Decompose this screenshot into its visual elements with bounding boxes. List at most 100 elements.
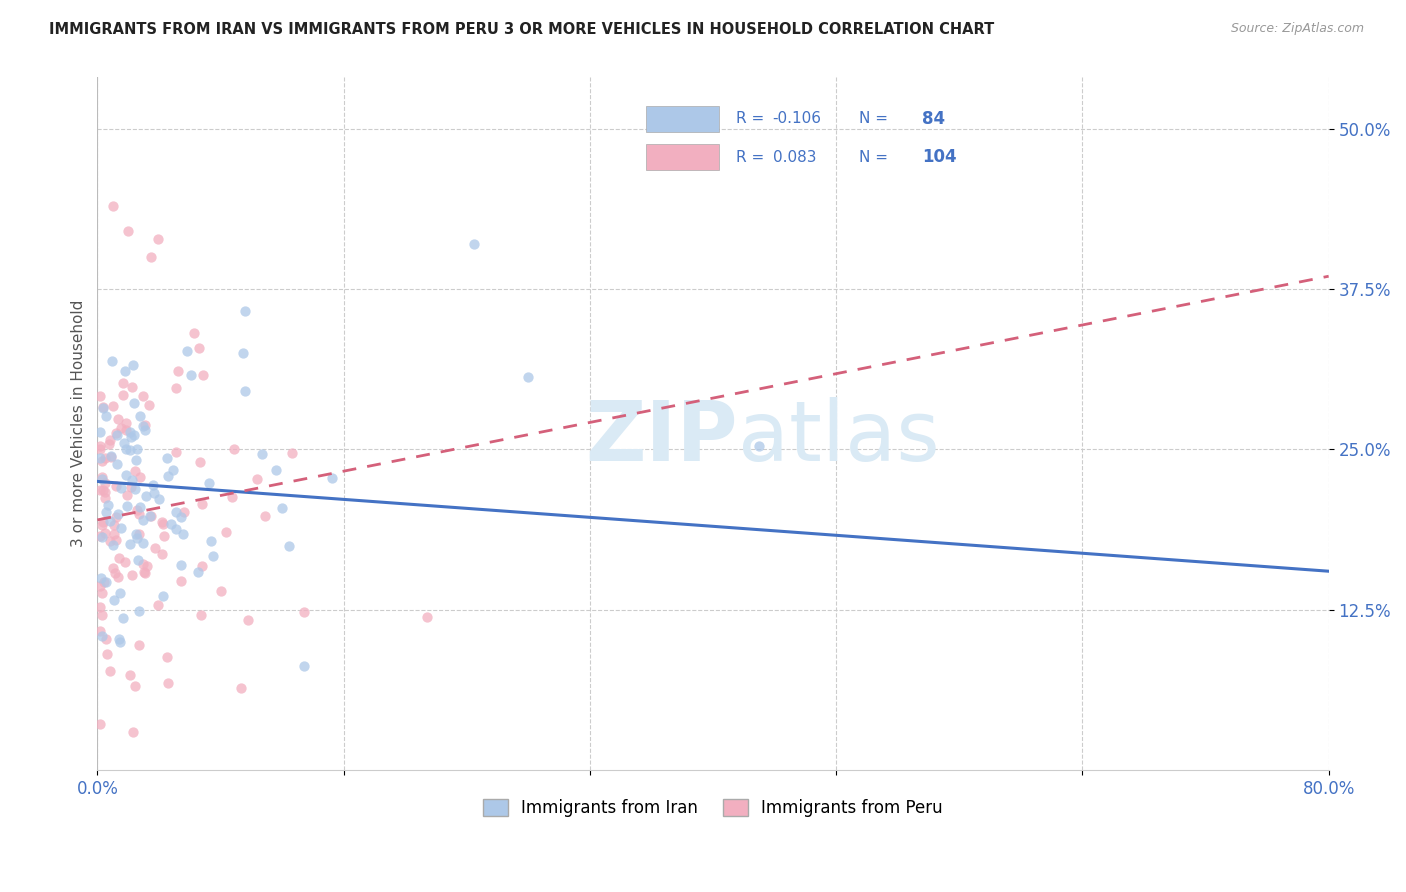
Point bbox=[159, 516, 181, 531]
Point bbox=[128, 638, 150, 652]
Point bbox=[97, 498, 120, 512]
Point bbox=[124, 526, 146, 541]
Text: Source: ZipAtlas.com: Source: ZipAtlas.com bbox=[1230, 22, 1364, 36]
Point bbox=[176, 344, 198, 359]
Point bbox=[138, 508, 160, 523]
Point bbox=[120, 425, 142, 440]
Point bbox=[170, 509, 193, 524]
Point bbox=[122, 724, 145, 739]
Point bbox=[271, 501, 294, 516]
Point bbox=[108, 632, 131, 646]
Point bbox=[121, 473, 143, 487]
Point bbox=[122, 358, 145, 372]
Point bbox=[115, 416, 138, 430]
Point bbox=[104, 510, 127, 524]
Point bbox=[138, 398, 160, 412]
Point bbox=[112, 611, 135, 625]
Point bbox=[98, 434, 121, 448]
Point bbox=[232, 346, 254, 360]
Point bbox=[127, 531, 149, 545]
Point bbox=[103, 538, 125, 552]
Point bbox=[173, 506, 195, 520]
Point bbox=[132, 513, 155, 527]
Point bbox=[292, 659, 315, 673]
Point bbox=[166, 504, 188, 518]
Point bbox=[107, 508, 129, 522]
Point bbox=[132, 557, 155, 571]
Point bbox=[96, 505, 118, 519]
Point bbox=[105, 458, 128, 472]
Point bbox=[94, 450, 117, 465]
Point bbox=[121, 568, 143, 582]
Point bbox=[120, 537, 142, 551]
Point bbox=[152, 516, 174, 531]
Point bbox=[150, 548, 173, 562]
Point bbox=[120, 430, 142, 444]
Point bbox=[277, 539, 299, 553]
Point bbox=[89, 483, 111, 497]
Point bbox=[180, 368, 202, 382]
Point bbox=[107, 551, 129, 566]
Point bbox=[89, 439, 111, 453]
Point bbox=[111, 387, 134, 401]
Point bbox=[132, 419, 155, 434]
Point bbox=[100, 450, 122, 464]
Point bbox=[110, 421, 132, 435]
Point bbox=[134, 566, 156, 580]
Point bbox=[224, 442, 246, 456]
Point bbox=[93, 475, 115, 490]
Text: ZIP: ZIP bbox=[585, 397, 738, 478]
Point bbox=[114, 555, 136, 569]
Point bbox=[200, 533, 222, 548]
Point bbox=[129, 409, 152, 424]
Point bbox=[190, 559, 212, 574]
Point bbox=[129, 470, 152, 484]
Point bbox=[89, 624, 111, 639]
Point bbox=[104, 479, 127, 493]
Point bbox=[101, 199, 124, 213]
Point bbox=[209, 583, 232, 598]
Point bbox=[193, 368, 215, 383]
Point bbox=[165, 523, 187, 537]
Point bbox=[215, 525, 238, 540]
Point bbox=[89, 425, 111, 439]
Point bbox=[321, 471, 343, 485]
Point bbox=[127, 503, 149, 517]
Point bbox=[281, 446, 304, 460]
Point bbox=[115, 500, 138, 514]
Point bbox=[141, 250, 163, 264]
Point bbox=[104, 533, 127, 547]
Point bbox=[135, 558, 157, 573]
Point bbox=[120, 667, 142, 681]
Point bbox=[94, 574, 117, 589]
Point bbox=[129, 500, 152, 515]
Point bbox=[124, 464, 146, 478]
Point bbox=[91, 400, 114, 414]
Point bbox=[89, 450, 111, 465]
Point bbox=[90, 517, 112, 532]
Point bbox=[107, 570, 129, 584]
Point bbox=[103, 593, 125, 607]
Point bbox=[114, 364, 136, 378]
Point bbox=[156, 650, 179, 665]
Point bbox=[120, 442, 142, 457]
Point bbox=[190, 497, 212, 511]
Point bbox=[146, 232, 169, 246]
Point bbox=[103, 518, 125, 533]
Point bbox=[103, 527, 125, 541]
Point bbox=[90, 470, 112, 484]
Point bbox=[101, 561, 124, 575]
Point bbox=[112, 435, 135, 450]
Point bbox=[93, 484, 115, 499]
Point bbox=[153, 529, 176, 543]
Point bbox=[132, 565, 155, 579]
Point bbox=[143, 541, 166, 555]
Point bbox=[152, 589, 174, 603]
Point bbox=[94, 491, 117, 505]
Point bbox=[229, 681, 252, 696]
Point bbox=[167, 364, 190, 378]
Point bbox=[142, 486, 165, 500]
Point bbox=[111, 376, 134, 391]
Point bbox=[107, 412, 129, 426]
Point bbox=[170, 574, 193, 589]
